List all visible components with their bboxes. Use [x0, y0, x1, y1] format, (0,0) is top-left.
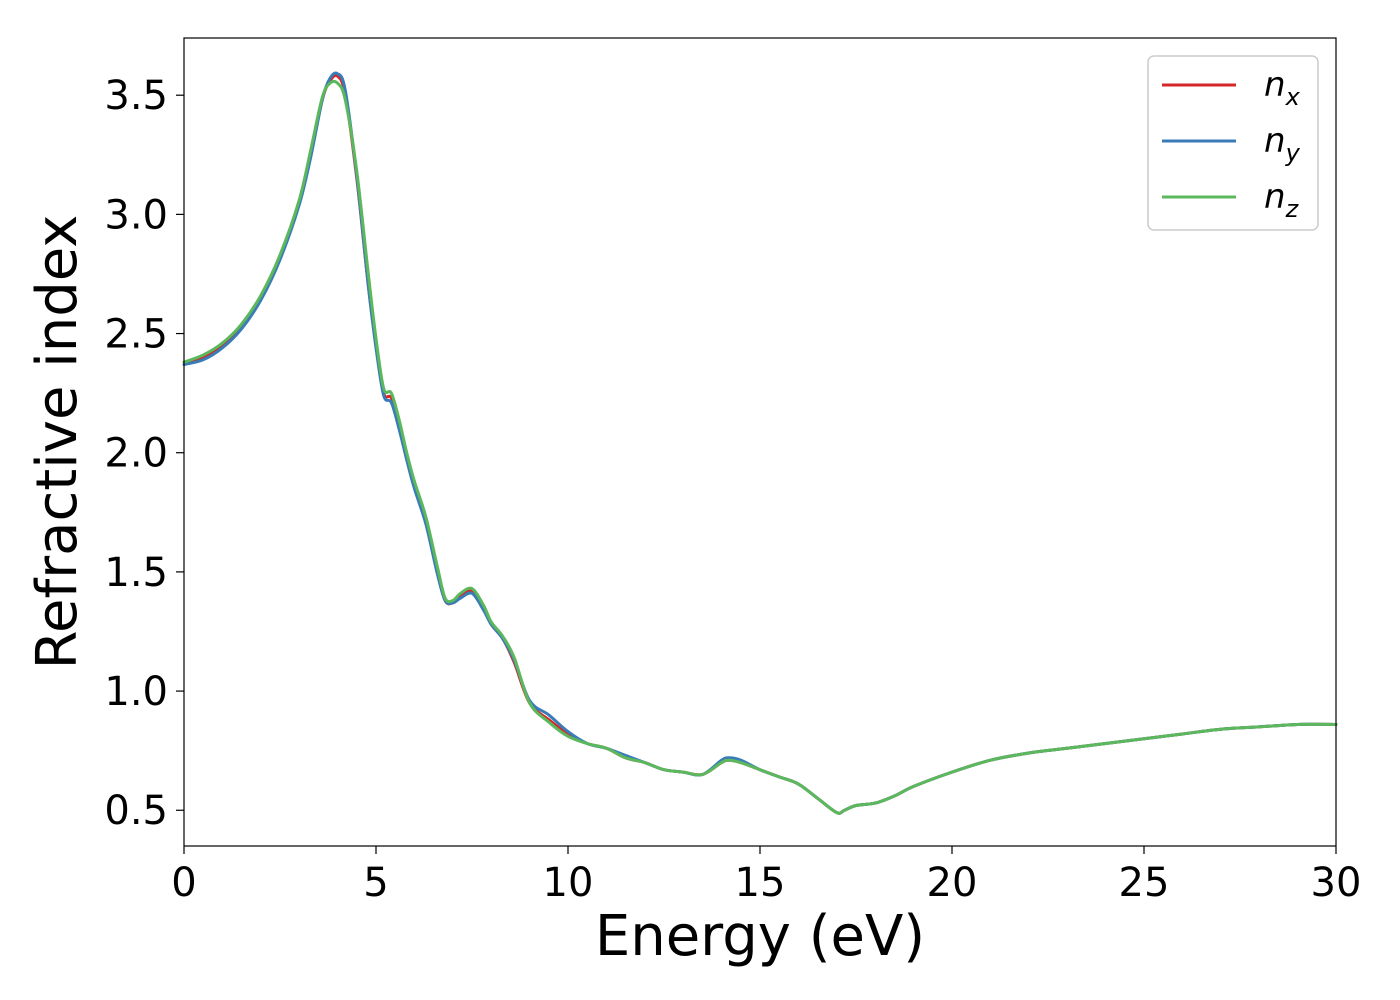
- x-axis-label: Energy (eV): [595, 904, 925, 969]
- y-tick-label: 2.0: [104, 431, 168, 477]
- series-layer: [182, 71, 1338, 815]
- x-tick-label: 10: [543, 860, 594, 906]
- y-axis-label: Refractive index: [25, 215, 90, 670]
- y-tick-label: 1.5: [104, 550, 168, 596]
- legend-label-ny: ny: [1264, 121, 1301, 167]
- legend-box: [1147, 55, 1319, 231]
- y-tick-label: 0.5: [104, 788, 168, 834]
- y-tick-label: 2.5: [104, 312, 168, 358]
- series-line-nz: [182, 79, 1338, 815]
- y-axis-ticks: 0.5 1.0 1.5 2.0 2.5 3.0 3.5: [104, 73, 184, 834]
- x-tick-label: 30: [1311, 860, 1362, 906]
- x-axis-ticks: 0 5 10 15 20 25 30: [171, 846, 1361, 906]
- y-tick-label: 3.5: [104, 73, 168, 119]
- x-tick-label: 25: [1119, 860, 1170, 906]
- legend: nx ny nz: [1147, 55, 1319, 231]
- legend-entries: nx ny nz: [1162, 65, 1301, 223]
- x-tick-label: 5: [363, 860, 388, 906]
- x-tick-label: 20: [927, 860, 978, 906]
- y-tick-label: 1.0: [104, 669, 168, 715]
- y-tick-label: 3.0: [104, 192, 168, 238]
- x-tick-label: 0: [171, 860, 196, 906]
- legend-label-nx: nx: [1264, 65, 1301, 111]
- legend-label-nz: nz: [1264, 177, 1300, 223]
- x-tick-label: 15: [735, 860, 786, 906]
